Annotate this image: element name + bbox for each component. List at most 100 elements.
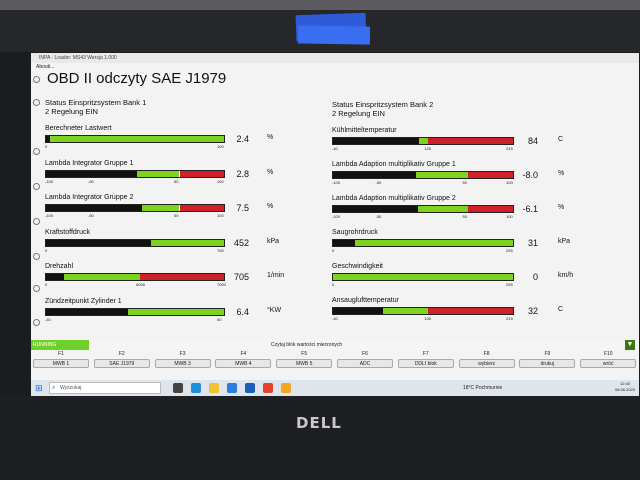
fkey-number: F10: [603, 351, 613, 357]
fkey-f7[interactable]: F7 DDLI blok: [396, 350, 456, 370]
tick-label: -40: [332, 316, 338, 321]
tick-label: 255: [506, 282, 513, 287]
tick-label: 0: [332, 248, 335, 253]
gauge-green-zone: [333, 274, 513, 280]
gauge-ticks: -100 -50 50 100: [332, 214, 514, 220]
tick-label: -50: [88, 178, 94, 184]
gauge-unit: kPa: [267, 237, 280, 245]
fkey-button[interactable]: ADC: [337, 359, 393, 368]
gauge-value: 2.8: [236, 168, 249, 179]
fkey-f4[interactable]: F4 MWB 4: [213, 350, 273, 370]
gauge-green-zone: [127, 308, 224, 315]
gauge-unit: kPa: [558, 238, 571, 245]
marker-circle[interactable]: [33, 76, 40, 83]
gauge-bar: [45, 307, 225, 316]
marker-circle[interactable]: [33, 253, 40, 260]
gauge-fill: [46, 308, 128, 315]
fkey-f9[interactable]: F9 drukuj: [517, 350, 577, 370]
tick-label: -50: [88, 213, 94, 218]
windows-start-icon[interactable]: ⊞: [35, 383, 43, 393]
file-explorer-icon[interactable]: [209, 383, 219, 393]
gauge-green-zone: [354, 240, 513, 246]
fkey-button[interactable]: MWB 3: [154, 359, 211, 368]
left-gauge: Zündzeitpunkt Zylinder 1 -40 60 6.4 °KW: [45, 298, 345, 328]
mail-icon[interactable]: [245, 383, 255, 393]
fkey-number: F5: [301, 351, 308, 357]
gauge-bar: [332, 273, 514, 281]
marker-circle[interactable]: [33, 285, 40, 292]
taskbar: ⊞ ⌕ Wyszukaj 18°C Pochmurnie 12:40 08.06…: [31, 380, 639, 396]
gauge-bar: [332, 137, 514, 145]
tick-label: 765: [217, 247, 224, 253]
page-title: OBD II odczyty SAE J1979: [47, 70, 227, 87]
tick-label: 125: [424, 146, 431, 151]
gauge-unit: %: [558, 170, 565, 177]
gauge-unit: %: [267, 168, 274, 176]
search-placeholder: Wyszukaj: [60, 385, 82, 391]
fkey-f5[interactable]: F5 MWB 5: [274, 350, 334, 370]
fkey-button[interactable]: drukuj: [519, 359, 576, 368]
fkey-f10[interactable]: F10 wróć: [578, 350, 638, 370]
gauge-red-zone: [179, 205, 224, 211]
fkey-button[interactable]: MWB 1: [33, 359, 89, 368]
tick-label: 100: [217, 178, 224, 184]
tick-label: -100: [332, 180, 341, 185]
gauge-label: Lambda Adaption multiplikativ Gruppe 1: [332, 161, 456, 168]
search-input[interactable]: ⌕ Wyszukaj: [49, 382, 161, 394]
marker-circle[interactable]: [33, 148, 40, 155]
gauge-value: 452: [233, 237, 249, 248]
fkey-button[interactable]: wybierz: [458, 359, 515, 368]
left-gauge: Berechneter Lastwert 0 100 2.4%: [45, 125, 345, 155]
tick-label: 50: [462, 180, 467, 185]
gauge-ticks: 0 255: [332, 248, 514, 254]
fkey-f8[interactable]: F8 wybierz: [457, 350, 517, 370]
gauge-value: -8.0: [522, 170, 538, 180]
fkey-button[interactable]: DDLI blok: [397, 359, 454, 368]
store-icon[interactable]: [227, 383, 237, 393]
bank2-status: Status Einspritzsystem Bank 2 2 Regelung…: [332, 100, 433, 118]
fkey-button[interactable]: SAE J1979: [93, 359, 150, 368]
gauge-unit: %: [267, 203, 274, 210]
right-gauge: Lambda Adaption multiplikativ Gruppe 1 -1…: [332, 161, 632, 191]
task-view-icon[interactable]: [173, 383, 183, 393]
fkey-button[interactable]: wróć: [580, 359, 637, 368]
fkey-button[interactable]: MWB 4: [215, 359, 272, 368]
gauge-fill: [46, 136, 50, 142]
tick-label: -100: [45, 213, 54, 218]
status-message: Czytaj blok wartości mierzonych: [271, 342, 343, 348]
fkey-f3[interactable]: F3 MWB 3: [153, 350, 213, 370]
search-icon: ⌕: [52, 385, 56, 391]
tick-label: 0: [45, 282, 48, 287]
gauge-fill: [333, 172, 416, 178]
fkey-f2[interactable]: F2 SAE J1979: [92, 350, 152, 370]
tick-label: -100: [45, 178, 54, 184]
fkey-number: F6: [362, 351, 368, 357]
gauge-bar: [45, 135, 225, 143]
gauge-green-zone: [415, 172, 468, 178]
screen: INPA - Loader: MS43 Wersja 1.000 Abouti.…: [31, 53, 639, 396]
marker-circle[interactable]: [33, 218, 40, 225]
tick-label: 50: [174, 178, 179, 184]
office-icon[interactable]: [263, 383, 273, 393]
menu-about[interactable]: Abouti...: [36, 64, 55, 70]
fkey-f6[interactable]: F6 ADC: [335, 350, 395, 370]
arrow-down-icon[interactable]: ▼: [625, 340, 635, 350]
fkey-number: F2: [118, 351, 125, 357]
tick-label: 100: [217, 144, 224, 149]
marker-circle[interactable]: [33, 99, 40, 106]
gauge-ticks: 0 255: [332, 282, 514, 288]
gauge-bar: [45, 273, 225, 281]
tick-label: 100: [217, 213, 224, 218]
marker-circle[interactable]: [33, 319, 40, 326]
gauge-label: Berechneter Lastwert: [45, 125, 112, 132]
clock[interactable]: 12:40 08.06.2023: [615, 381, 635, 393]
marker-circle[interactable]: [33, 183, 40, 190]
weather-widget[interactable]: 18°C Pochmurnie: [463, 385, 503, 391]
app-icon[interactable]: [281, 383, 291, 393]
gauge-ticks: 0 6000 7000: [45, 282, 226, 288]
gauge-label: Saugrohrdruck: [332, 229, 378, 236]
edge-icon[interactable]: [191, 383, 201, 393]
fkey-button[interactable]: MWB 5: [276, 359, 333, 368]
gauge-value: 31: [527, 238, 538, 248]
fkey-f1[interactable]: F1 MWB 1: [31, 350, 91, 370]
